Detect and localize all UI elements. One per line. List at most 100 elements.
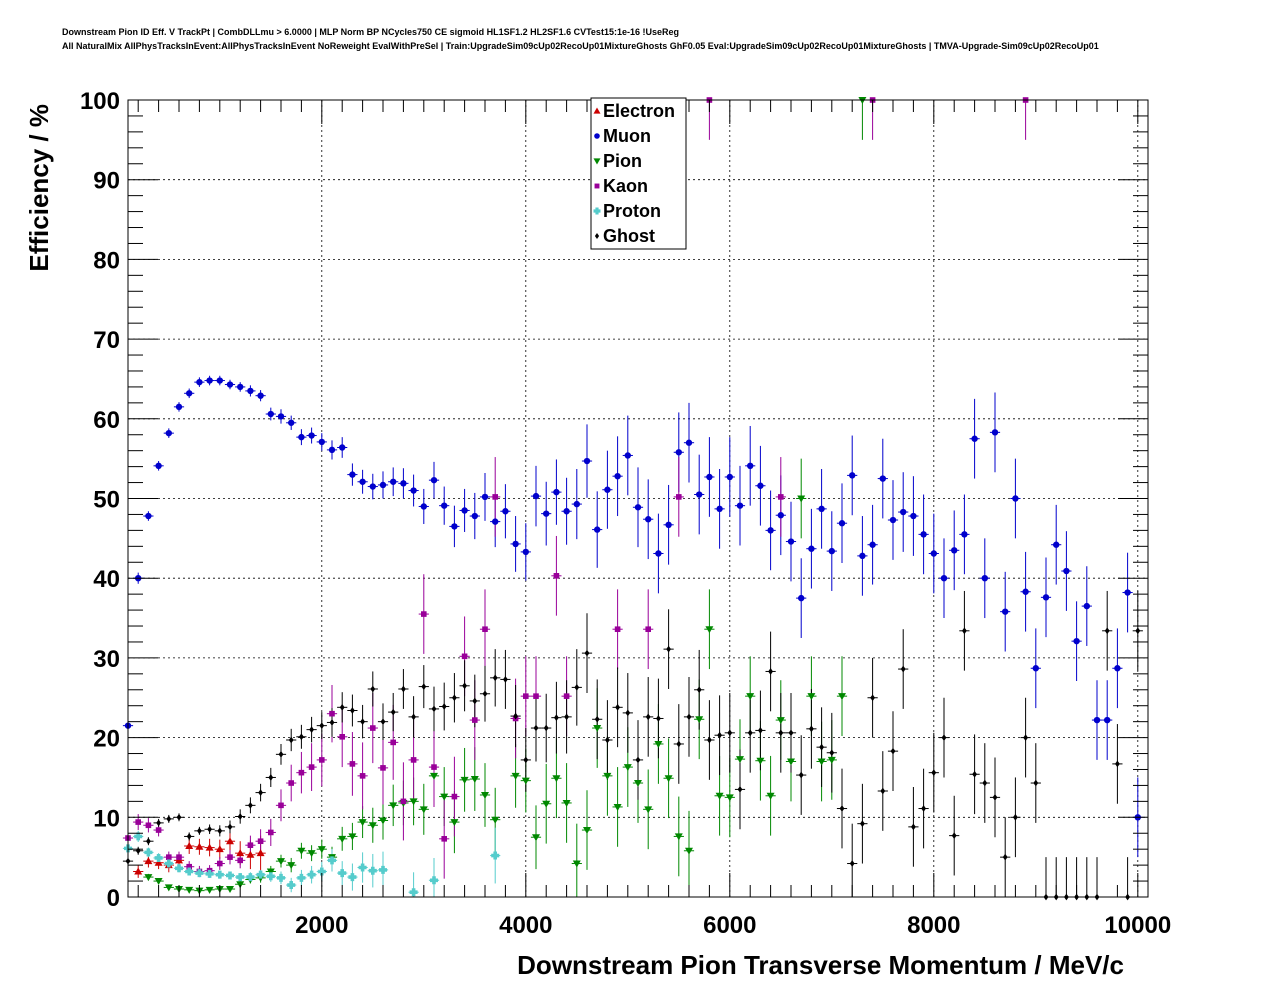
proton-data-point [328, 856, 337, 865]
muon-data-point [400, 480, 407, 487]
proton-data-point [256, 870, 265, 879]
pion-data-point [450, 819, 459, 827]
legend-kaon-marker [594, 183, 600, 189]
ghost-data-point [645, 713, 651, 721]
pion-data-point [440, 793, 449, 801]
kaon-data-point [553, 573, 560, 579]
ghost-data-point [380, 718, 386, 726]
kaon-data-point [166, 854, 172, 860]
muon-data-point [971, 435, 978, 442]
proton-data-point [358, 863, 367, 872]
muon-data-point [920, 531, 927, 538]
muon-data-point [155, 462, 162, 470]
kaon-data-point [431, 764, 437, 770]
pion-data-point [154, 878, 163, 886]
ghost-data-point [227, 823, 233, 831]
electron-data-point [215, 845, 224, 853]
pion-data-point [236, 881, 245, 889]
proton-data-point [185, 867, 194, 876]
muon-data-point [818, 505, 825, 513]
ghost-data-point [625, 709, 631, 717]
pion-data-point [644, 806, 653, 814]
muon-data-point [430, 476, 438, 484]
ghost-data-point [635, 756, 641, 764]
legend: Electron Muon Pion Kaon Proton Ghost [590, 97, 687, 250]
kaon-data-point [217, 860, 223, 867]
ghost-data-point [656, 715, 661, 722]
ghost-data-point [1135, 627, 1141, 635]
y-tick-label: 100 [80, 88, 120, 115]
ghost-data-point [278, 750, 284, 758]
pion-data-point [205, 886, 214, 894]
kaon-data-point [319, 757, 325, 763]
proton-data-point [307, 870, 316, 879]
proton-data-point [409, 888, 418, 897]
pion-data-point [481, 791, 489, 799]
muon-data-point [451, 523, 458, 530]
muon-data-point [502, 508, 509, 515]
muon-data-point [522, 548, 529, 556]
ghost-data-point [176, 813, 182, 821]
legend-kaon-label: Kaon [603, 176, 648, 196]
kaon-data-point [461, 653, 468, 660]
x-tick-label: 8000 [907, 912, 960, 939]
ghost-data-point [135, 847, 141, 855]
y-tick-label: 60 [93, 407, 120, 434]
ghost-data-point [951, 832, 957, 840]
ghost-data-point [686, 713, 692, 721]
electron-data-point [154, 858, 163, 866]
muon-data-point [532, 492, 540, 500]
ghost-data-point [880, 787, 886, 795]
muon-data-point [1012, 495, 1019, 502]
proton-data-point [226, 871, 234, 880]
muon-data-point [563, 508, 570, 515]
kaon-data-point [135, 819, 141, 825]
muon-data-point [196, 378, 203, 386]
electron-data-point [226, 837, 234, 845]
pion-data-point [583, 827, 591, 835]
muon-data-point [1053, 541, 1060, 548]
muon-data-point [645, 516, 652, 523]
electron-data-point [236, 849, 245, 857]
muon-data-point [583, 457, 591, 465]
ghost-data-point [248, 801, 253, 809]
ghost-data-point [758, 727, 763, 734]
ghost-data-point [890, 747, 896, 755]
ghost-data-point [319, 722, 325, 730]
muon-data-point [1042, 594, 1050, 601]
kaon-data-point [359, 773, 366, 779]
ghost-data-point [941, 734, 947, 741]
y-tick-label: 90 [93, 168, 120, 195]
pion-data-point [725, 794, 734, 802]
pion-data-point [654, 740, 663, 748]
ghost-data-point [288, 736, 294, 744]
kaon-data-point [472, 717, 478, 723]
muon-data-point [614, 472, 621, 480]
muon-data-point [461, 507, 468, 514]
pion-data-point [338, 835, 347, 843]
ghost-data-point [707, 736, 712, 744]
proton-data-point [379, 865, 388, 874]
muon-data-point [747, 462, 754, 470]
muon-data-point [991, 429, 999, 436]
muon-data-point [655, 550, 662, 557]
muon-data-point [175, 403, 183, 411]
x-tick-label: 10000 [1104, 912, 1171, 939]
muon-data-point [379, 481, 387, 489]
kaon-data-point [421, 611, 427, 617]
ghost-data-point [1002, 853, 1008, 861]
ghost-data-point [523, 756, 529, 764]
legend-pion-label: Pion [603, 151, 642, 171]
kaon-data-point [370, 725, 376, 731]
kaon-data-point [533, 693, 539, 699]
muon-data-point [1093, 716, 1101, 724]
muon-data-point [706, 473, 713, 481]
ghost-data-point [186, 833, 192, 840]
muon-data-point [298, 433, 305, 441]
muon-data-point [471, 512, 478, 520]
pion-data-point [736, 756, 744, 764]
pion-data-point [705, 626, 714, 634]
ghost-data-point [370, 685, 376, 693]
muon-data-point [1124, 589, 1131, 596]
muon-data-point [186, 390, 193, 397]
